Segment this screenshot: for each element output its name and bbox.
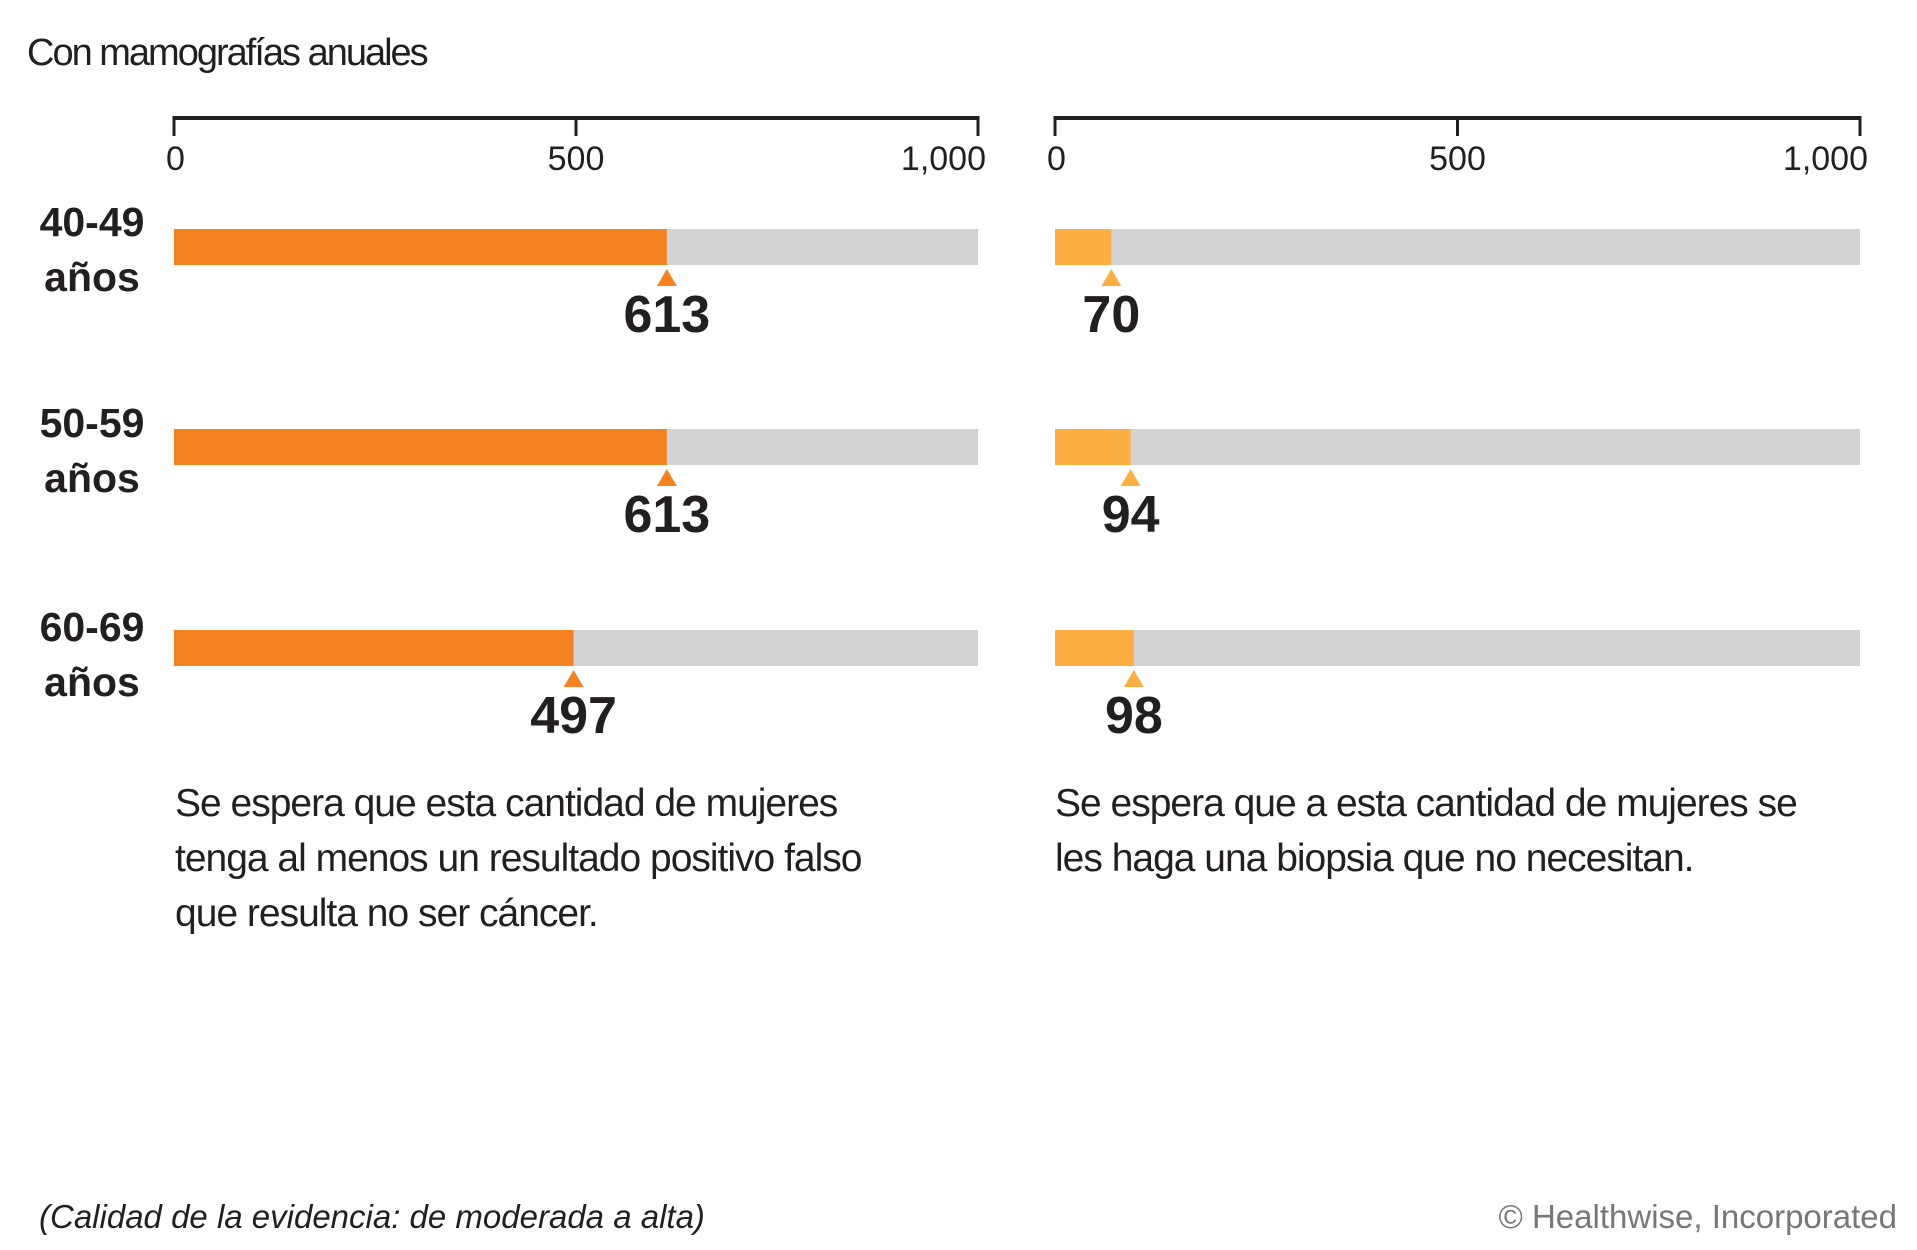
- caption-line: Se espera que esta cantidad de mujeres: [175, 782, 838, 825]
- bar-charts: 0 500 1,000 613 613 497 0 500 1,000 70 94 98: [166, 116, 1868, 745]
- bar-track: [1055, 630, 1860, 666]
- age-label-50-59: 50-59 años: [17, 396, 167, 506]
- age-range: 60-69 años: [39, 604, 145, 705]
- evidence-quality-note: (Calidad de la evidencia: de moderada a …: [39, 1198, 705, 1235]
- age-range: 50-59 años: [39, 400, 145, 501]
- value-marker: [1101, 269, 1122, 286]
- data-label: 98: [1105, 687, 1163, 745]
- copyright: © Healthwise, Incorporated: [1498, 1198, 1897, 1235]
- tick-label: 0: [1047, 140, 1066, 178]
- caption-line: les haga una biopsia que no necesitan.: [1055, 837, 1695, 880]
- data-label: 70: [1082, 286, 1140, 344]
- bar-fill: [174, 630, 574, 666]
- age-range: 40-49 años: [39, 199, 145, 300]
- caption-line: Se espera que a esta cantidad de mujeres…: [1055, 782, 1798, 825]
- bar-fill: [174, 229, 667, 265]
- value-marker: [1120, 469, 1141, 486]
- bar-fill: [174, 429, 667, 465]
- value-marker: [656, 469, 677, 486]
- age-label-60-69: 60-69 años: [17, 600, 167, 710]
- tick-label: 0: [166, 140, 185, 178]
- tick-label: 500: [1429, 140, 1486, 178]
- bar-track: [1055, 229, 1860, 265]
- value-marker: [656, 269, 677, 286]
- data-label: 613: [623, 486, 710, 544]
- bar-fill: [1055, 630, 1134, 666]
- tick-label: 500: [548, 140, 605, 178]
- data-label: 497: [530, 687, 617, 745]
- data-label: 94: [1102, 486, 1160, 544]
- tick-label: 1,000: [901, 140, 986, 178]
- caption-line: que resulta no ser cáncer.: [175, 892, 599, 935]
- value-marker: [563, 670, 584, 687]
- bar-fill: [1055, 229, 1112, 265]
- caption-false-positive: Se espera que esta cantidad de mujeres t…: [175, 776, 862, 941]
- bar-track: [1055, 429, 1860, 465]
- tick-label: 1,000: [1783, 140, 1868, 178]
- caption-line: tenga al menos un resultado positivo fal…: [175, 837, 862, 880]
- chart-title: Con mamografías anuales: [27, 32, 429, 74]
- data-label: 613: [623, 286, 710, 344]
- age-label-40-49: 40-49 años: [17, 195, 167, 305]
- value-marker: [1123, 670, 1144, 687]
- bar-fill: [1055, 429, 1131, 465]
- caption-biopsy: Se espera que a esta cantidad de mujeres…: [1055, 776, 1798, 886]
